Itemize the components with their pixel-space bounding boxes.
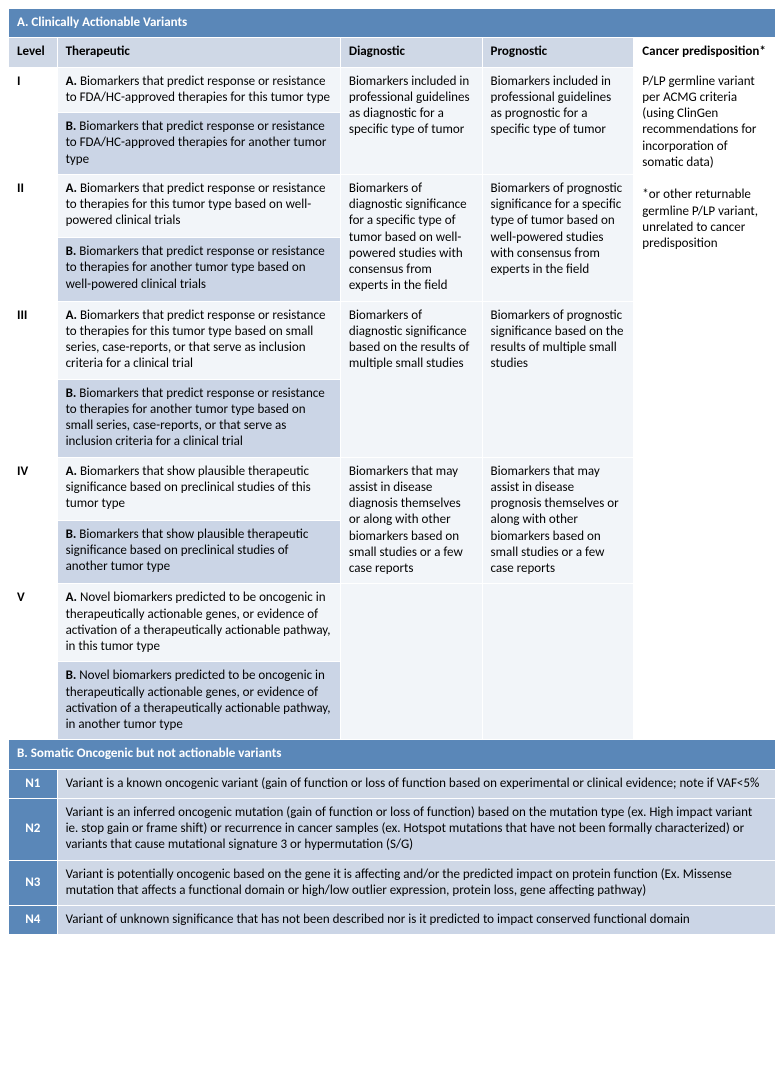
- n1-label: N1: [9, 769, 58, 798]
- level-I-therapeutic-b: B. Biomarkers that predict response or r…: [57, 113, 340, 175]
- level-V: V: [9, 584, 58, 740]
- level-II-diagnostic: Biomarkers of diagnostic significance fo…: [340, 174, 482, 301]
- col-prognostic: Prognostic: [482, 38, 634, 67]
- level-II-prognostic: Biomarkers of prognostic significance fo…: [482, 174, 634, 301]
- level-III-therapeutic-b: B. Biomarkers that predict response or r…: [57, 379, 340, 457]
- level-III-prognostic: Biomarkers of prognostic significance ba…: [482, 301, 634, 457]
- level-II-therapeutic-b: B. Biomarkers that predict response or r…: [57, 238, 340, 301]
- level-II: II: [9, 174, 58, 301]
- col-therapeutic: Therapeutic: [57, 38, 340, 67]
- n2-text: Variant is an inferred oncogenic mutatio…: [57, 798, 775, 860]
- n1-text: Variant is a known oncogenic variant (ga…: [57, 769, 775, 798]
- level-I-prognostic: Biomarkers included in professional guid…: [482, 67, 634, 174]
- level-III: III: [9, 301, 58, 457]
- section-a-title: A. Clinically Actionable Variants: [9, 9, 776, 38]
- level-I: I: [9, 67, 58, 174]
- col-predisposition: Cancer predisposition*: [634, 38, 776, 67]
- level-IV: IV: [9, 457, 58, 584]
- level-III-therapeutic-a: A. Biomarkers that predict response or r…: [57, 301, 340, 379]
- level-V-therapeutic-b: B. Novel biomarkers predicted to be onco…: [57, 662, 340, 740]
- level-V-therapeutic-a: A. Novel biomarkers predicted to be onco…: [57, 584, 340, 662]
- col-level: Level: [9, 38, 58, 67]
- n3-label: N3: [9, 860, 58, 906]
- level-V-prognostic: [482, 584, 634, 740]
- level-V-diagnostic: [340, 584, 482, 740]
- level-IV-prognostic: Biomarkers that may assist in disease pr…: [482, 457, 634, 584]
- n2-label: N2: [9, 798, 58, 860]
- level-IV-therapeutic-a: A. Biomarkers that show plausible therap…: [57, 457, 340, 520]
- variants-table: A. Clinically Actionable Variants Level …: [8, 8, 776, 935]
- level-IV-therapeutic-b: B. Biomarkers that show plausible therap…: [57, 520, 340, 583]
- level-I-diagnostic: Biomarkers included in professional guid…: [340, 67, 482, 174]
- level-III-diagnostic: Biomarkers of diagnostic significance ba…: [340, 301, 482, 457]
- n3-text: Variant is potentially oncogenic based o…: [57, 860, 775, 906]
- level-I-therapeutic-a: A. Biomarkers that predict response or r…: [57, 67, 340, 113]
- n4-label: N4: [9, 906, 58, 935]
- level-II-therapeutic-a: A. Biomarkers that predict response or r…: [57, 174, 340, 237]
- section-b-title: B. Somatic Oncogenic but not actionable …: [9, 740, 776, 769]
- n4-text: Variant of unknown significance that has…: [57, 906, 775, 935]
- col-diagnostic: Diagnostic: [340, 38, 482, 67]
- predisposition-cell: P/LP germline variant per ACMG criteria …: [634, 67, 776, 740]
- level-IV-diagnostic: Biomarkers that may assist in disease di…: [340, 457, 482, 584]
